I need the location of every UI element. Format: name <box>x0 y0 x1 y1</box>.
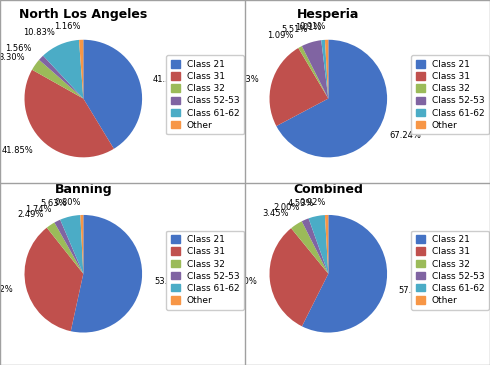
Text: 41.85%: 41.85% <box>1 146 33 155</box>
Text: 3.45%: 3.45% <box>263 209 289 218</box>
Legend: Class 21, Class 31, Class 32, Class 52-53, Class 61-62, Other: Class 21, Class 31, Class 32, Class 52-5… <box>411 231 489 310</box>
Wedge shape <box>325 40 328 99</box>
Legend: Class 21, Class 31, Class 32, Class 52-53, Class 61-62, Other: Class 21, Class 31, Class 32, Class 52-5… <box>166 55 244 134</box>
Wedge shape <box>24 70 114 157</box>
Wedge shape <box>309 215 328 274</box>
Text: 0.92%: 0.92% <box>300 197 326 207</box>
Wedge shape <box>321 40 328 99</box>
Wedge shape <box>270 48 328 126</box>
Text: 1.16%: 1.16% <box>54 22 81 31</box>
Text: 24.23%: 24.23% <box>227 74 259 84</box>
Text: 3.30%: 3.30% <box>0 53 24 62</box>
Text: 2.49%: 2.49% <box>17 210 43 219</box>
Wedge shape <box>302 215 387 333</box>
Text: 1.01%: 1.01% <box>295 23 322 32</box>
Wedge shape <box>54 220 83 274</box>
Text: 2.00%: 2.00% <box>273 203 300 212</box>
Text: 5.51%: 5.51% <box>281 26 308 34</box>
Text: 0.80%: 0.80% <box>55 197 81 207</box>
Wedge shape <box>32 60 83 99</box>
Text: 1.74%: 1.74% <box>25 205 51 214</box>
Text: 53.42%: 53.42% <box>155 277 186 286</box>
Wedge shape <box>83 40 142 149</box>
Wedge shape <box>270 228 328 326</box>
Wedge shape <box>276 40 387 157</box>
Text: 1.09%: 1.09% <box>268 31 294 40</box>
Title: Combined: Combined <box>294 183 363 196</box>
Wedge shape <box>302 40 328 99</box>
Wedge shape <box>298 46 328 99</box>
Text: 35.92%: 35.92% <box>0 285 13 295</box>
Text: 31.70%: 31.70% <box>225 277 257 286</box>
Title: North Los Angeles: North Los Angeles <box>19 8 147 21</box>
Text: 5.63%: 5.63% <box>41 199 67 208</box>
Text: 4.53%: 4.53% <box>288 199 314 208</box>
Wedge shape <box>325 215 328 274</box>
Text: 57.40%: 57.40% <box>398 286 430 295</box>
Wedge shape <box>24 228 83 331</box>
Text: 1.56%: 1.56% <box>5 44 32 53</box>
Title: Hesperia: Hesperia <box>297 8 360 21</box>
Wedge shape <box>71 215 142 333</box>
Wedge shape <box>39 55 83 99</box>
Legend: Class 21, Class 31, Class 32, Class 52-53, Class 61-62, Other: Class 21, Class 31, Class 32, Class 52-5… <box>166 231 244 310</box>
Wedge shape <box>47 223 83 274</box>
Text: 41.31%: 41.31% <box>152 75 184 84</box>
Wedge shape <box>43 40 83 99</box>
Wedge shape <box>79 40 83 99</box>
Text: 10.83%: 10.83% <box>23 28 54 37</box>
Legend: Class 21, Class 31, Class 32, Class 52-53, Class 61-62, Other: Class 21, Class 31, Class 32, Class 52-5… <box>411 55 489 134</box>
Wedge shape <box>60 215 83 274</box>
Title: Banning: Banning <box>54 183 112 196</box>
Text: 67.24%: 67.24% <box>390 131 421 140</box>
Wedge shape <box>302 218 328 274</box>
Wedge shape <box>80 215 83 274</box>
Text: 0.91%: 0.91% <box>300 22 326 31</box>
Wedge shape <box>291 221 328 274</box>
